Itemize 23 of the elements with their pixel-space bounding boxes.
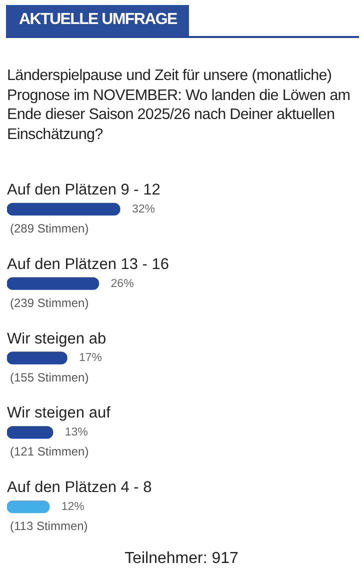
annotation: (113 Stimmen): [10, 519, 88, 534]
y-tick-label: Auf den Plätzen 9 - 12: [7, 181, 160, 198]
bar: [7, 202, 120, 216]
data-label: 17%: [79, 352, 102, 364]
annotation: (121 Stimmen): [10, 444, 89, 459]
annotation: (239 Stimmen): [10, 296, 89, 310]
bar: [7, 352, 68, 364]
bar: [7, 277, 100, 290]
text: Teilnehmer: 917: [124, 550, 240, 568]
data-label: 26%: [110, 278, 134, 290]
data-label: 32%: [132, 203, 155, 216]
bar: [7, 500, 50, 514]
annotation: (155 Stimmen): [10, 370, 89, 384]
y-tick-label: Wir steigen auf: [7, 404, 112, 422]
y-tick-label: Auf den Plätzen 13 - 16: [7, 256, 170, 273]
data-label: 12%: [61, 500, 84, 513]
chart-title: AKTUELLE UMFRAGE: [6, 5, 189, 36]
text: Länderspielpause und Zeit für unsere (monatliche) Prognose im NOVEMBER: Wo landen die Löwen am Ende dieser Saison 2025/26 nach Deiner aktuellen Einschätzung?: [7, 66, 352, 144]
y-tick-label: Auf den Plätzen 4 - 8: [7, 479, 152, 496]
data-label: 13%: [64, 426, 88, 439]
annotation: (289 Stimmen): [10, 222, 89, 236]
y-tick-label: Wir steigen ab: [7, 330, 106, 348]
bar: [7, 426, 54, 439]
